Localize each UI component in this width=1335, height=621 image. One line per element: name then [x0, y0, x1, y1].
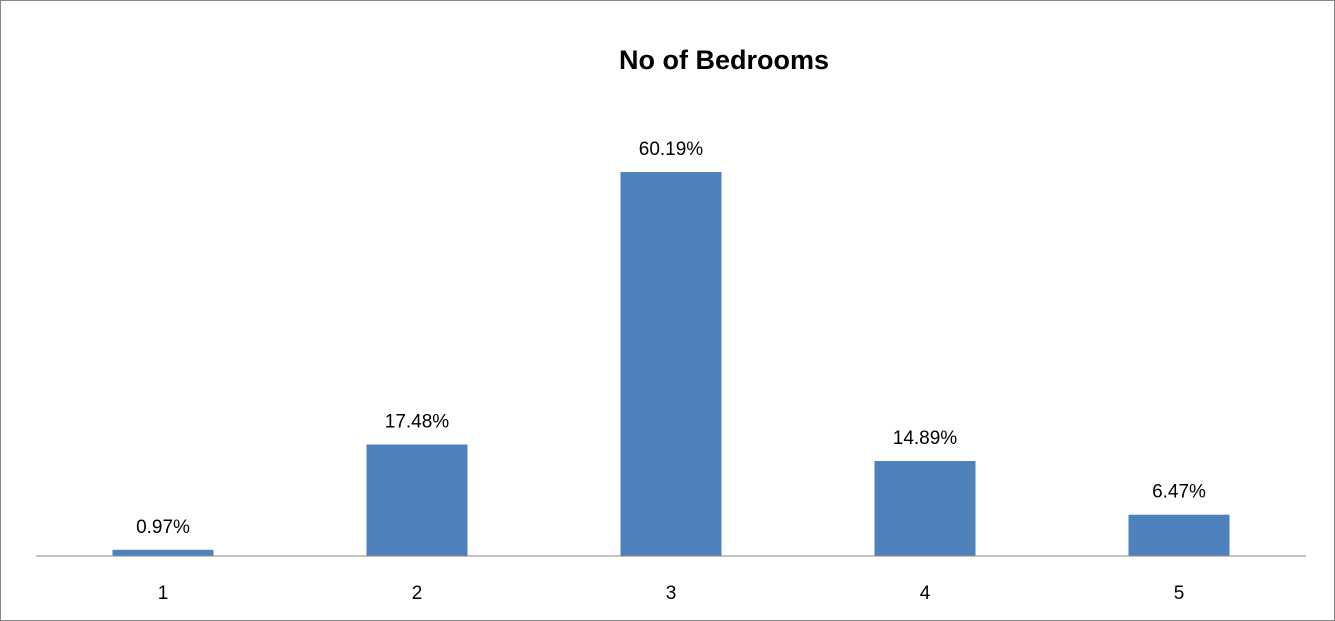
x-tick-label-2: 2: [412, 583, 423, 604]
bars-layer: [112, 172, 1230, 556]
bar-1: [112, 549, 214, 556]
x-tick-label-4: 4: [920, 583, 931, 604]
data-label-5: 6.47%: [1152, 482, 1206, 503]
chart-title: No of Bedrooms: [618, 45, 829, 75]
data-label-1: 0.97%: [136, 517, 190, 538]
x-tick-label-1: 1: [158, 583, 169, 604]
data-labels-layer: 0.97% 17.48% 60.19% 14.89% 6.47%: [136, 139, 1206, 538]
bar-3: [620, 172, 722, 556]
bar-4: [874, 461, 976, 556]
data-label-3: 60.19%: [639, 139, 704, 160]
x-tick-label-3: 3: [666, 583, 677, 604]
data-label-4: 14.89%: [893, 428, 958, 449]
x-tick-labels-layer: 1 2 3 4 5: [158, 583, 1185, 604]
x-tick-label-5: 5: [1174, 583, 1185, 604]
bar-5: [1128, 514, 1230, 556]
bar-2: [366, 444, 468, 556]
data-label-2: 17.48%: [385, 412, 450, 433]
